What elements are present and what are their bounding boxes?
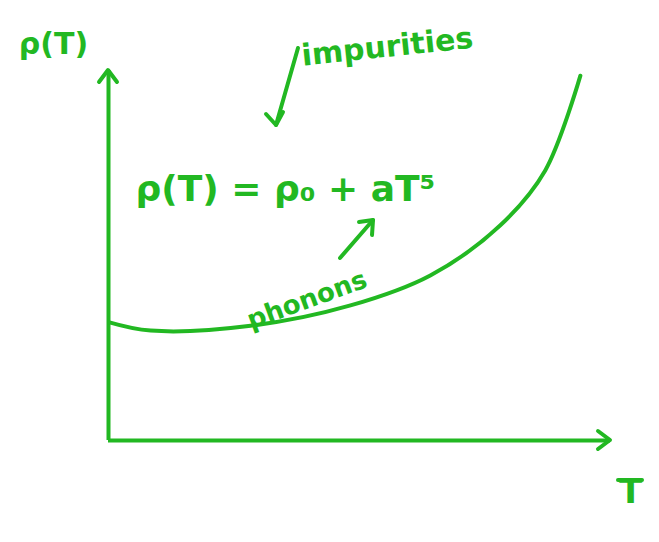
svg-text:ρ(T) = ρ₀ + aT⁵: ρ(T) = ρ₀ + aT⁵ (136, 168, 436, 209)
svg-text:impurities: impurities (300, 20, 475, 73)
svg-text:phonons: phonons (243, 264, 371, 335)
svg-text:ρ(T): ρ(T) (19, 26, 88, 61)
svg-text:T: T (619, 471, 643, 511)
